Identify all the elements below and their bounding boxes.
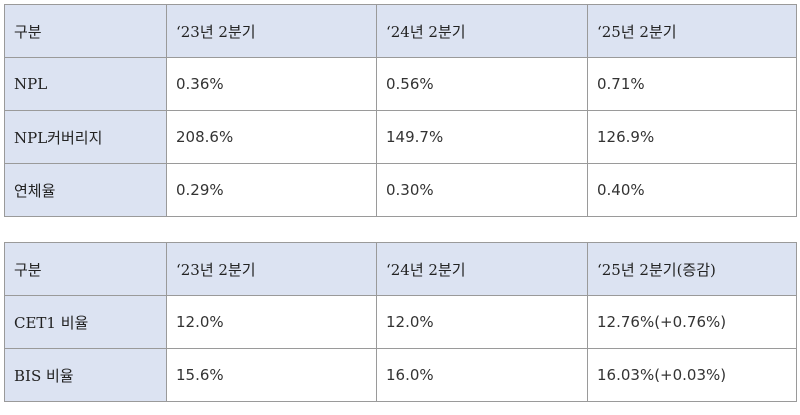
row-label: 연체율 [4, 163, 167, 217]
table-row-npl: NPL 0.36% 0.56% 0.71% [4, 57, 797, 111]
table-cell: 12.76%(+0.76%) [587, 295, 797, 349]
column-header-2023-q2: ‘23년 2분기 [166, 242, 377, 296]
table-cell: 16.03%(+0.03%) [587, 348, 797, 402]
table-cell: 126.9% [587, 110, 797, 164]
table-header-row: 구분 ‘23년 2분기 ‘24년 2분기 ‘25년 2분기(증감) [4, 242, 797, 296]
column-header-2025-q2: ‘25년 2분기 [587, 4, 797, 58]
table-row-cet1: CET1 비율 12.0% 12.0% 12.76%(+0.76%) [4, 295, 797, 349]
row-label: CET1 비율 [4, 295, 167, 349]
table-row-bis: BIS 비율 15.6% 16.0% 16.03%(+0.03%) [4, 348, 797, 402]
table-cell: 0.30% [376, 163, 588, 217]
table-cell: 16.0% [376, 348, 588, 402]
asset-quality-table: 구분 ‘23년 2분기 ‘24년 2분기 ‘25년 2분기 NPL 0.36% … [4, 4, 797, 217]
capital-ratio-table: 구분 ‘23년 2분기 ‘24년 2분기 ‘25년 2분기(증감) CET1 비… [4, 242, 797, 402]
table-row-npl-coverage: NPL커버리지 208.6% 149.7% 126.9% [4, 110, 797, 164]
column-header-category: 구분 [4, 4, 167, 58]
row-label: NPL [4, 57, 167, 111]
column-header-2023-q2: ‘23년 2분기 [166, 4, 377, 58]
column-header-2024-q2: ‘24년 2분기 [376, 4, 588, 58]
table-header-row: 구분 ‘23년 2분기 ‘24년 2분기 ‘25년 2분기 [4, 4, 797, 58]
table-cell: 149.7% [376, 110, 588, 164]
table-cell: 12.0% [376, 295, 588, 349]
table-cell: 0.56% [376, 57, 588, 111]
table-cell: 15.6% [166, 348, 377, 402]
row-label: NPL커버리지 [4, 110, 167, 164]
table-cell: 208.6% [166, 110, 377, 164]
table-cell: 0.71% [587, 57, 797, 111]
table-cell: 0.36% [166, 57, 377, 111]
table-cell: 12.0% [166, 295, 377, 349]
column-header-2025-q2-change: ‘25년 2분기(증감) [587, 242, 797, 296]
row-label: BIS 비율 [4, 348, 167, 402]
table-row-delinquency: 연체율 0.29% 0.30% 0.40% [4, 163, 797, 217]
column-header-category: 구분 [4, 242, 167, 296]
table-cell: 0.29% [166, 163, 377, 217]
table-cell: 0.40% [587, 163, 797, 217]
column-header-2024-q2: ‘24년 2분기 [376, 242, 588, 296]
